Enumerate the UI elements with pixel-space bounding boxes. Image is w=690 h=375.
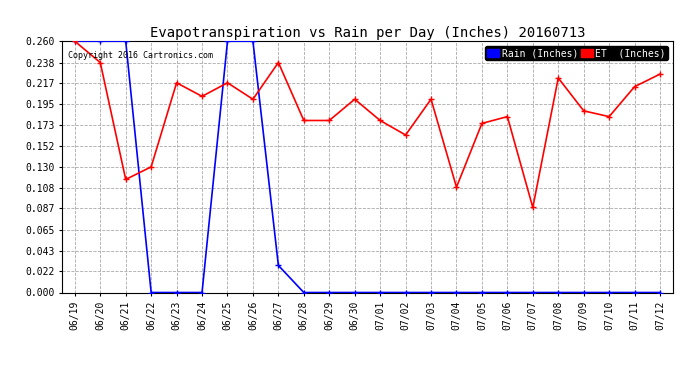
Text: Copyright 2016 Cartronics.com: Copyright 2016 Cartronics.com	[68, 51, 213, 60]
Legend: Rain (Inches), ET  (Inches): Rain (Inches), ET (Inches)	[485, 46, 668, 60]
Title: Evapotranspiration vs Rain per Day (Inches) 20160713: Evapotranspiration vs Rain per Day (Inch…	[150, 26, 585, 40]
